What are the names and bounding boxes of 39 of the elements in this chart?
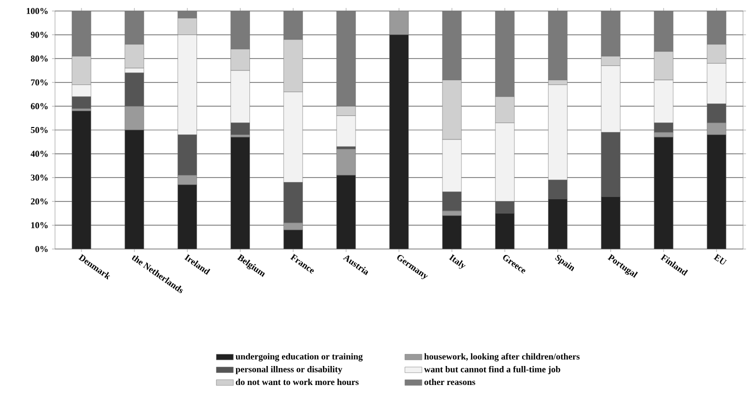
legend-label: personal illness or disability bbox=[236, 366, 342, 374]
bar bbox=[230, 136, 250, 249]
bar bbox=[442, 210, 462, 216]
y-tick-label: 100% bbox=[26, 8, 48, 14]
bar bbox=[495, 213, 514, 249]
bar bbox=[336, 175, 356, 249]
y-tick-label: 30% bbox=[30, 174, 48, 181]
bar bbox=[124, 106, 144, 130]
bar bbox=[178, 184, 197, 249]
y-tick-label: 0% bbox=[35, 246, 48, 252]
bar bbox=[389, 34, 409, 249]
y-tick-label: 40% bbox=[30, 150, 48, 157]
bar bbox=[601, 196, 620, 249]
y-tick-label: 80% bbox=[30, 56, 48, 62]
bar bbox=[389, 10, 409, 35]
bar bbox=[178, 175, 197, 185]
bar bbox=[654, 136, 674, 249]
legend-label: do not want to work more hours bbox=[236, 378, 359, 386]
y-tick-label: 50% bbox=[30, 126, 48, 134]
y-tick-label: 70% bbox=[31, 79, 48, 86]
y-tick-label: 90% bbox=[30, 32, 48, 38]
bar bbox=[548, 198, 568, 249]
x-tick-label: EU bbox=[714, 254, 727, 264]
y-tick-label: 10% bbox=[31, 222, 48, 228]
bar bbox=[124, 130, 144, 249]
bar bbox=[654, 132, 674, 138]
legend-label: undergoing education or training bbox=[236, 353, 363, 362]
y-tick-label: 60% bbox=[30, 103, 48, 110]
bar bbox=[442, 216, 462, 249]
legend-label: other reasons bbox=[424, 378, 476, 386]
legend-label: housework, looking after children/others bbox=[424, 353, 580, 362]
bar bbox=[706, 134, 726, 249]
bar bbox=[336, 148, 356, 176]
bar bbox=[72, 110, 92, 249]
bar bbox=[284, 230, 303, 249]
y-tick-label: 20% bbox=[30, 198, 48, 204]
bar bbox=[706, 122, 726, 135]
legend-label: want but cannot find a full-time job bbox=[424, 366, 560, 374]
x-tick-label: Italy bbox=[448, 254, 466, 269]
